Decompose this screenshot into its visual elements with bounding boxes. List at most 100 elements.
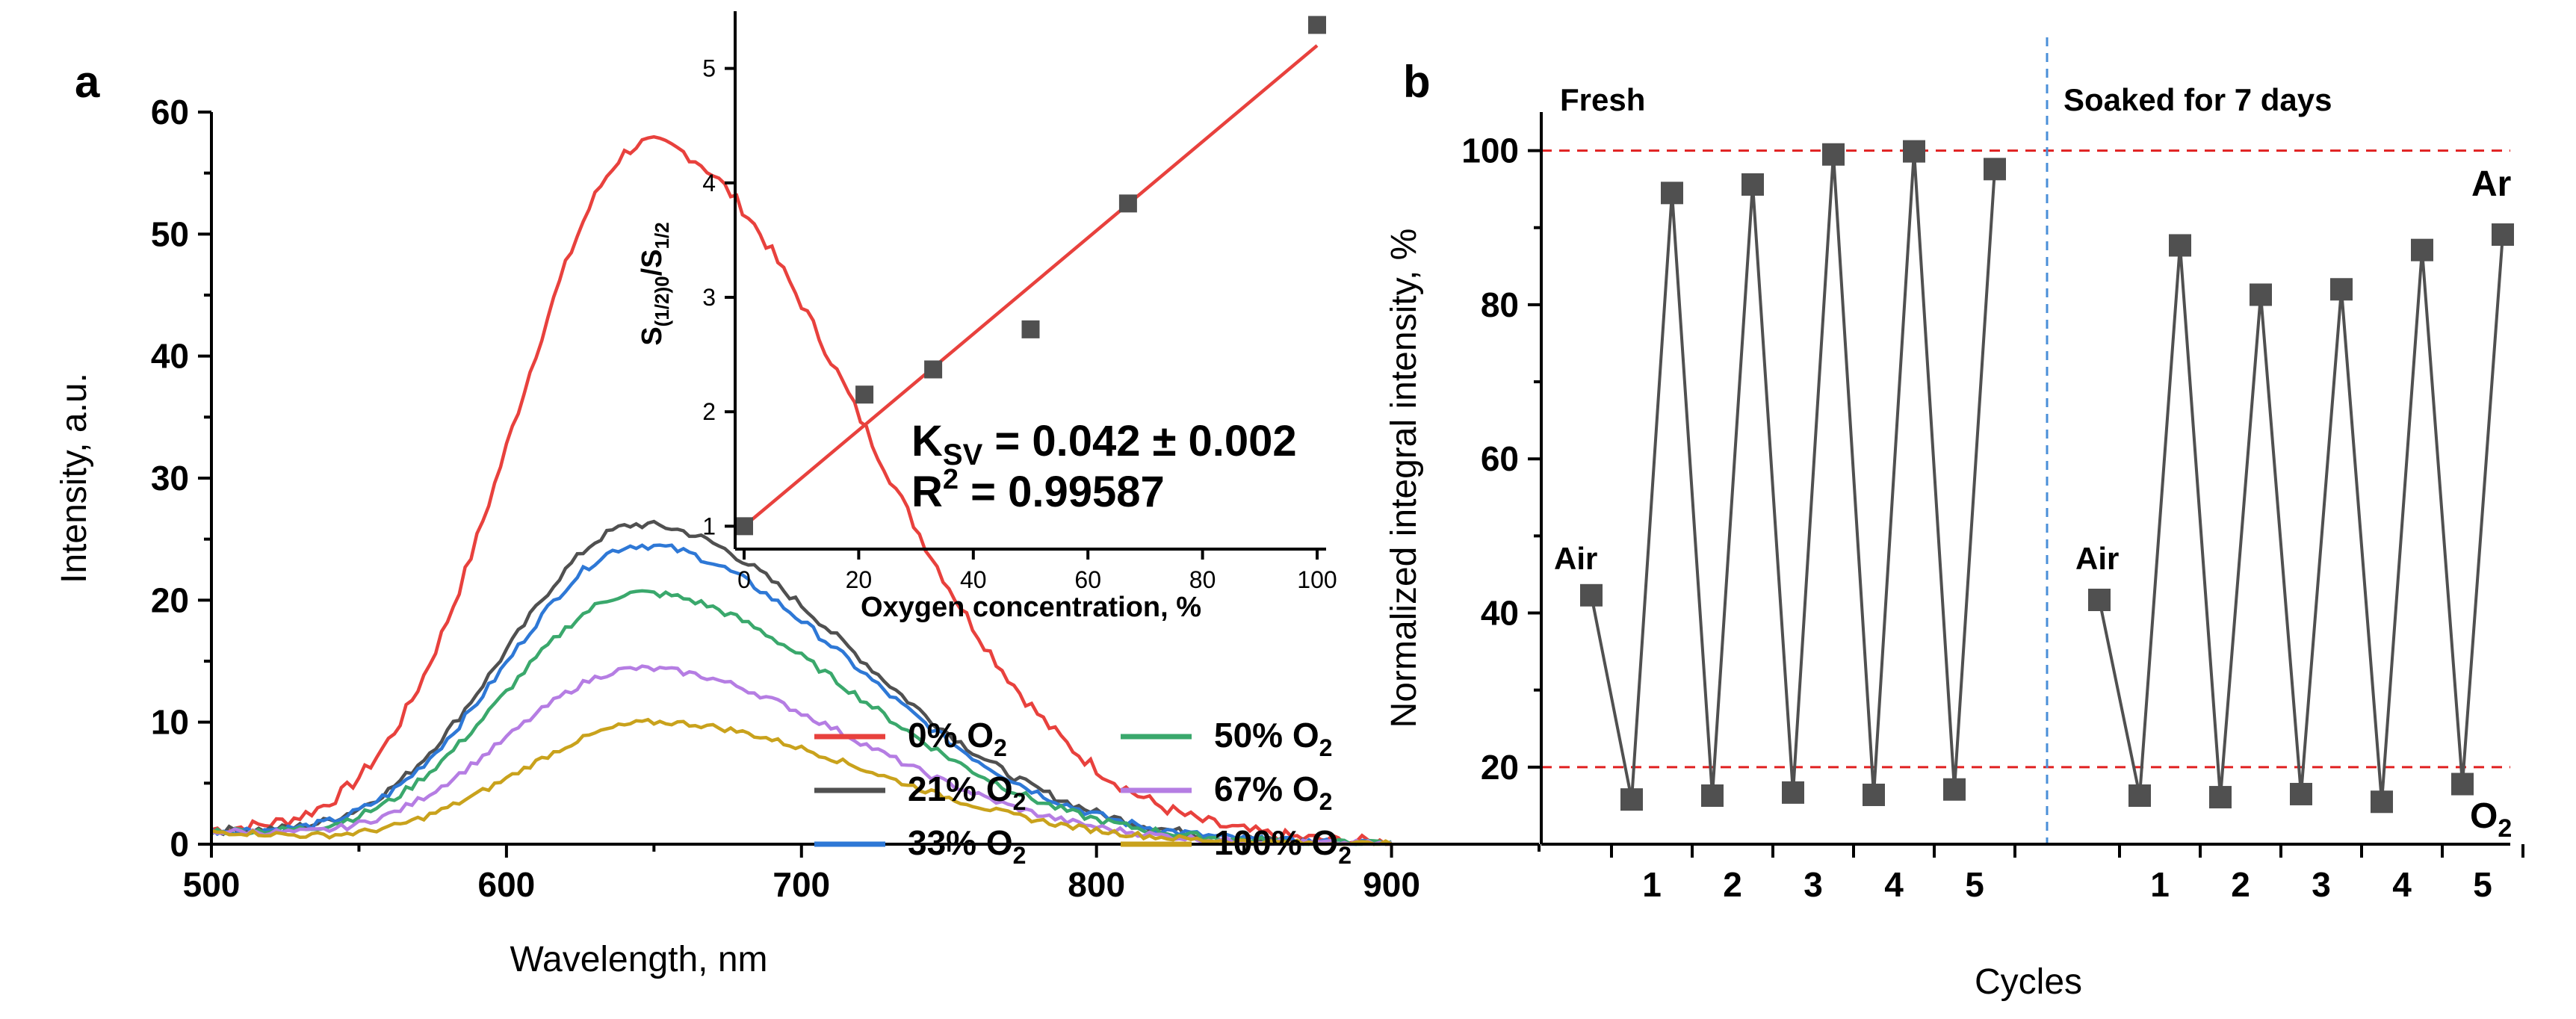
y-tick-label-inset: 3 (702, 284, 716, 311)
y-tick-label-inset: 1 (702, 512, 716, 539)
label-air-fresh: Air (1554, 541, 1597, 576)
x-axis-label-a: Wavelength, nm (510, 940, 767, 979)
label-o2: O2 (2470, 796, 2512, 843)
axis-ticks-inset: 0 20 40 60 80 100 1 2 3 4 5 (702, 55, 1337, 593)
x-tick-label-inset: 60 (1074, 566, 1101, 593)
cycle-label: 4 (2392, 865, 2412, 904)
legend-label-4: 67% O2 (1214, 769, 1332, 815)
label-ar: Ar (2471, 164, 2511, 204)
inset-plot: 0 20 40 60 80 100 1 2 3 4 5 Oxygen concentration, … (637, 11, 1337, 623)
y-tick-label-a: 20 (151, 580, 189, 619)
spectra-series (210, 134, 1393, 846)
cycle-point (1701, 784, 1724, 808)
r2-sup: 2 (943, 464, 959, 495)
inset-point (735, 517, 753, 536)
cycle-point (2411, 238, 2433, 261)
x-tick-label-inset: 20 (846, 566, 873, 593)
legend-sub: 2 (1338, 842, 1352, 869)
x-axis-label-inset: Oxygen concentration, % (861, 592, 1201, 623)
legend-sub: 2 (1013, 842, 1027, 869)
legend-label-2: 33% O2 (908, 823, 1026, 869)
spectrum-line-0 (211, 134, 1392, 846)
cycle-label: 5 (1965, 865, 1984, 904)
cycle-label: 4 (1884, 865, 1904, 904)
y-tick-label-a: 50 (151, 214, 189, 253)
y-tick-label-a: 10 (151, 703, 189, 742)
cycle-point (2128, 784, 2151, 808)
cycle-point (1661, 182, 1683, 205)
ksv-k: K (911, 417, 943, 465)
cycle-point (2169, 234, 2191, 257)
inset-point (1308, 16, 1326, 34)
y-tick-label-b: 80 (1481, 285, 1519, 324)
x-tick-label-a: 600 (478, 865, 536, 904)
cycle-label: 3 (2312, 865, 2331, 904)
cycle-point (2492, 223, 2514, 247)
cycle-line-1 (2098, 234, 2504, 802)
cycle-label: 2 (2231, 865, 2250, 904)
cycle-point (2209, 786, 2232, 809)
cycle-point (1822, 143, 1845, 166)
fit-line (743, 44, 1319, 528)
r2-r: R (911, 468, 943, 516)
inset-points (735, 16, 1326, 536)
section-title-soaked: Soaked for 7 days (2063, 82, 2332, 117)
x-tick-label-inset: 80 (1189, 566, 1216, 593)
cycle-label: 3 (1803, 865, 1823, 904)
legend-sub: 2 (1013, 788, 1027, 815)
r2-value: = 0.99587 (959, 468, 1165, 516)
y-tick-label-a: 0 (170, 825, 189, 864)
reference-lines (1541, 37, 2510, 844)
legend-sub: 2 (1319, 788, 1333, 815)
legend-name: 67% O (1214, 769, 1319, 808)
y-tick-label-inset: 2 (702, 398, 716, 425)
y-tick-label-inset: 5 (702, 55, 716, 82)
spectrum-line-1 (211, 519, 1392, 846)
cycle-label: 1 (2150, 865, 2170, 904)
y-label-mid: /S (637, 249, 668, 276)
y-label-s: S (637, 326, 668, 345)
panel-b: b 20 40 60 80 100 1 2 3 4 5 1 2 3 4 5 Fresh Soaked for… (1384, 37, 2524, 1002)
x-tick-label-inset: 40 (960, 566, 987, 593)
x-tick-label-a: 700 (773, 865, 830, 904)
label-air-soaked: Air (2075, 541, 2119, 576)
cycle-point (2290, 782, 2312, 805)
cycle-point (1782, 781, 1804, 804)
y-tick-label-b: 20 (1481, 748, 1519, 787)
x-tick-label-a: 900 (1363, 865, 1420, 904)
legend-name: 100% O (1214, 823, 1338, 862)
y-label-sub1: (1/2)0 (651, 276, 673, 326)
inset-point (855, 385, 874, 404)
legend-label-5: 100% O2 (1214, 823, 1352, 869)
y-tick-label-a: 60 (151, 93, 189, 131)
fit-line-segment (743, 44, 1319, 528)
cycle-point (1903, 140, 1925, 163)
cycle-point (1741, 173, 1764, 196)
spectrum-line-5 (211, 717, 1393, 846)
cycle-point (1620, 788, 1643, 811)
y-label-sub2: 1/2 (651, 222, 673, 249)
inset-point (1021, 320, 1040, 338)
y-axis-label-inset: S(1/2)0/S1/2 (637, 222, 673, 345)
legend-name: 0% O (908, 716, 994, 755)
axis-ticks-b: 20 40 60 80 100 1 2 3 4 5 1 2 3 4 5 (1461, 131, 2524, 904)
cycle-point (2451, 772, 2474, 796)
x-axis-label-b: Cycles (1975, 962, 2082, 1002)
cycle-point (1863, 783, 1885, 806)
cycle-label: 2 (1723, 865, 1742, 904)
cycle-point (2250, 283, 2272, 306)
legend-name: 33% O (908, 823, 1013, 862)
cycle-point (1984, 158, 2006, 181)
cycle-series (1580, 140, 2514, 814)
y-tick-label-inset: 4 (702, 170, 716, 196)
cycle-point (1580, 583, 1603, 607)
ksv-sub: SV (943, 439, 983, 471)
inset-point (924, 360, 943, 379)
y-axis-label-a: Intensity, a.u. (55, 373, 94, 583)
inset-point (1118, 194, 1137, 213)
y-tick-label-b: 40 (1481, 594, 1519, 633)
legend-label-0: 0% O2 (908, 716, 1007, 761)
